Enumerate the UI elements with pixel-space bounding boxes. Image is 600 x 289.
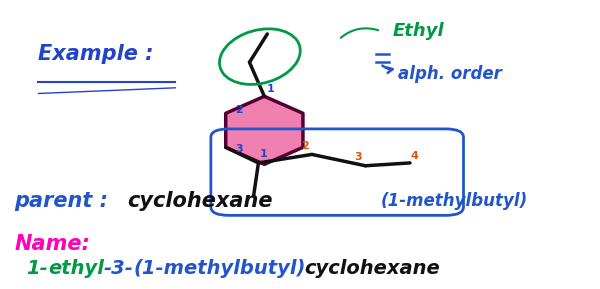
Text: ethyl: ethyl — [48, 259, 104, 278]
Text: 4: 4 — [411, 151, 419, 161]
Text: 1: 1 — [259, 149, 267, 160]
Text: cyclohexane: cyclohexane — [304, 259, 440, 278]
Text: 2: 2 — [235, 105, 242, 116]
Text: (1-methylbutyl): (1-methylbutyl) — [133, 259, 305, 278]
Text: 3: 3 — [355, 152, 362, 162]
Text: -3-: -3- — [103, 259, 133, 278]
Text: parent :: parent : — [14, 191, 109, 211]
Text: alph. order: alph. order — [398, 65, 502, 83]
Text: 1-: 1- — [26, 259, 49, 278]
Text: 2: 2 — [301, 141, 308, 151]
Text: Name:: Name: — [14, 234, 91, 254]
Text: cyclohexane: cyclohexane — [128, 191, 273, 211]
Text: (1-methylbutyl): (1-methylbutyl) — [380, 192, 527, 210]
Text: Ethyl: Ethyl — [392, 22, 444, 40]
Text: 3: 3 — [235, 144, 242, 154]
Text: Example :: Example : — [38, 44, 154, 64]
Polygon shape — [226, 96, 303, 164]
Text: 1: 1 — [266, 84, 274, 94]
